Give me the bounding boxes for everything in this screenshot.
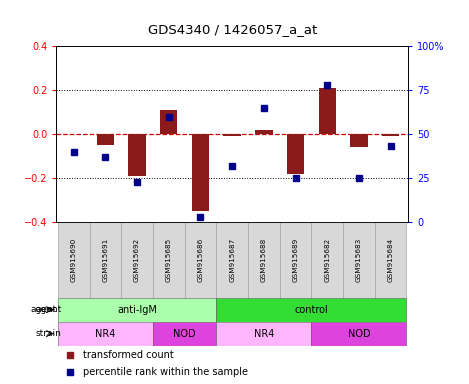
Text: control: control bbox=[295, 305, 328, 315]
Bar bbox=[58, 322, 153, 346]
Text: GSM915691: GSM915691 bbox=[102, 238, 108, 282]
Text: agent: agent bbox=[36, 305, 62, 314]
Bar bbox=[223, 134, 241, 136]
Bar bbox=[97, 134, 114, 145]
Bar bbox=[129, 134, 146, 176]
Text: GSM915690: GSM915690 bbox=[71, 238, 77, 282]
Text: GSM915684: GSM915684 bbox=[387, 238, 393, 282]
Text: percentile rank within the sample: percentile rank within the sample bbox=[83, 366, 248, 376]
Bar bbox=[248, 222, 280, 298]
Text: NR4: NR4 bbox=[95, 329, 115, 339]
Bar bbox=[160, 110, 177, 134]
Bar bbox=[343, 222, 375, 298]
Bar bbox=[185, 222, 216, 298]
Bar bbox=[58, 222, 90, 298]
Bar bbox=[311, 222, 343, 298]
Text: GSM915688: GSM915688 bbox=[261, 238, 267, 282]
Bar bbox=[318, 88, 336, 134]
Text: GSM915685: GSM915685 bbox=[166, 238, 172, 282]
Bar bbox=[153, 322, 216, 346]
Text: NOD: NOD bbox=[174, 329, 196, 339]
Bar bbox=[375, 222, 407, 298]
Text: GSM915682: GSM915682 bbox=[324, 238, 330, 282]
Text: GSM915687: GSM915687 bbox=[229, 238, 235, 282]
Bar bbox=[287, 134, 304, 174]
Bar bbox=[255, 130, 272, 134]
Bar bbox=[153, 222, 185, 298]
Text: GSM915689: GSM915689 bbox=[293, 238, 299, 282]
Bar bbox=[216, 322, 311, 346]
Bar bbox=[350, 134, 368, 147]
Text: GDS4340 / 1426057_a_at: GDS4340 / 1426057_a_at bbox=[148, 23, 317, 36]
Text: NOD: NOD bbox=[348, 329, 370, 339]
Text: GSM915686: GSM915686 bbox=[197, 238, 204, 282]
Text: GSM915692: GSM915692 bbox=[134, 238, 140, 282]
Text: GSM915683: GSM915683 bbox=[356, 238, 362, 282]
Text: strain: strain bbox=[36, 329, 61, 338]
Bar bbox=[121, 222, 153, 298]
Bar bbox=[90, 222, 121, 298]
Bar bbox=[382, 134, 399, 136]
Text: transformed count: transformed count bbox=[83, 350, 174, 360]
Bar bbox=[216, 298, 407, 322]
Text: anti-IgM: anti-IgM bbox=[117, 305, 157, 315]
Text: NR4: NR4 bbox=[254, 329, 274, 339]
Bar bbox=[216, 222, 248, 298]
Bar bbox=[280, 222, 311, 298]
Bar bbox=[311, 322, 407, 346]
Bar bbox=[192, 134, 209, 211]
Text: agent: agent bbox=[30, 305, 57, 314]
Bar bbox=[58, 298, 216, 322]
